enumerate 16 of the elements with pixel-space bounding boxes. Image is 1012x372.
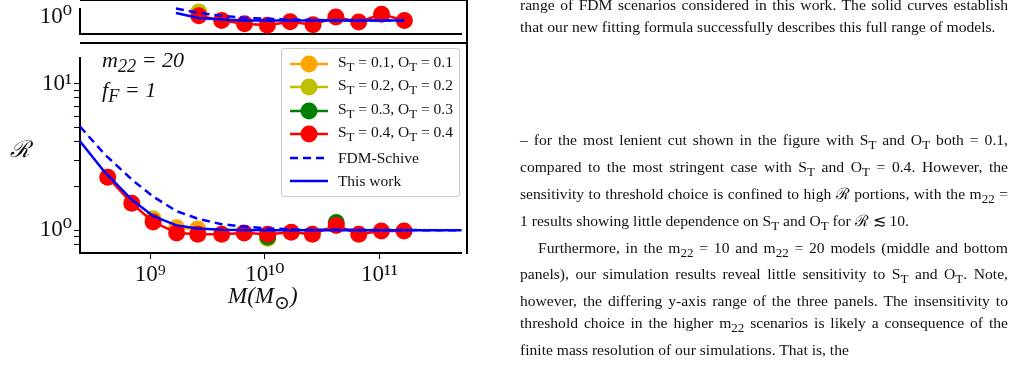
annotation: m$_{22}$ = 20 (102, 47, 185, 77)
legend-label: S$_{T}$ = 0.1, O$_{T}$ = 0.1 (337, 52, 453, 75)
x-tick-label: 10¹⁰ (245, 260, 285, 286)
point (168, 224, 186, 242)
annotation: f$_{F}$ = 1 (102, 76, 157, 109)
x-tick-label: 10⁹ (134, 260, 166, 286)
legend-label: S$_{T}$ = 0.4, O$_{T}$ = 0.4 (337, 123, 453, 146)
legend-label: S$_{T}$ = 0.2, O$_{T}$ = 0.2 (337, 76, 453, 99)
text: Furthermore, in the m$_{22}$ = 10 and m$_{22}$ = 20 models (middle and bottom panels), our simulation results reveal little sensitivity to S$_{T}$ and O$_{T}$. Note, however, the differing y-axis range of the three panels. The insensitivity to threshold choice in the higher m$_{22}$ scenarios is likely a consequence of the finite mass resolution of our simulations. That is, the (520, 238, 1008, 358)
legend-label: S$_{T}$ = 0.3, O$_{T}$ = 0.3 (337, 99, 453, 122)
y-tick-label: 10¹ (42, 69, 73, 95)
x-tick-label: 10¹¹ (361, 260, 398, 286)
legend-label: This work (337, 172, 402, 191)
x-axis-title: M(M$_{⊙}$) (228, 283, 298, 314)
legend-label: FDM-Schive (337, 148, 419, 167)
text: – for the most lenient cut shown in the figure with S$_{T}$ and O$_{T}$ both = 0.1, compared to the most stringent case with S$_{T}$ and O$_{T}$ = 0.4. However, the sensitivity to threshold choice is confined to high ℛ portions, with the m$_{22}$ = 1 results showing little dependence on S$_{T}$ and O$_{T}$ for ℛ ≲ 10. (520, 131, 1008, 233)
